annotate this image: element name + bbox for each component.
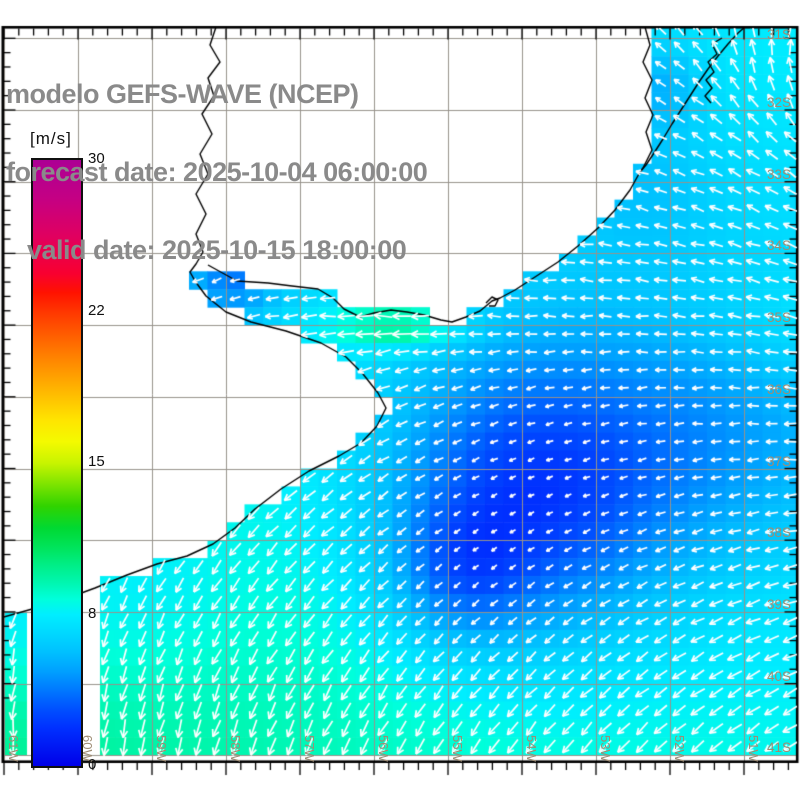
colorbar-tick-label: 0 (88, 756, 97, 773)
lat-label: 34S (766, 238, 791, 254)
lon-label: 58W (228, 735, 243, 762)
lat-label: 41S (766, 740, 791, 756)
lat-label: 38S (766, 525, 791, 541)
lon-label: 51W (746, 735, 761, 762)
lon-label: 54W (524, 735, 539, 762)
colorbar-tick-label: 8 (88, 604, 97, 622)
lon-label: 57W (302, 735, 317, 762)
colorbar-unit-label: [m/s] (30, 129, 72, 148)
lat-label: 40S (766, 668, 791, 684)
lon-label: 52W (672, 735, 687, 762)
lat-label: 37S (766, 453, 791, 469)
lat-label: 36S (766, 381, 791, 397)
lat-label: 32S (766, 95, 791, 110)
lon-label: 55W (450, 735, 465, 762)
lat-label: 39S (766, 596, 791, 612)
colorbar-tick-label: 15 (88, 453, 105, 470)
title-block: modelo GEFS-WAVE (NCEP) forecast date: 2… (6, 29, 428, 315)
valid-date-line: valid date: 2025-10-15 18:00:00 (6, 235, 407, 265)
lat-label: 33S (766, 166, 791, 182)
lon-label: 59W (154, 735, 169, 762)
lat-label: 31S (766, 27, 791, 42)
colorbar-tick-label: 30 (88, 150, 105, 167)
model-title: modelo GEFS-WAVE (NCEP) (6, 79, 359, 109)
colorbar-tick-label: 22 (88, 301, 105, 319)
lat-label: 35S (766, 310, 791, 326)
colorbar (31, 158, 83, 768)
lon-label: 60W (80, 735, 95, 762)
lon-label: 61W (6, 735, 21, 762)
lon-label: 56W (376, 735, 391, 762)
lon-label: 53W (598, 735, 613, 762)
forecast-date-line: forecast date: 2025-10-04 06:00:00 (6, 157, 428, 187)
